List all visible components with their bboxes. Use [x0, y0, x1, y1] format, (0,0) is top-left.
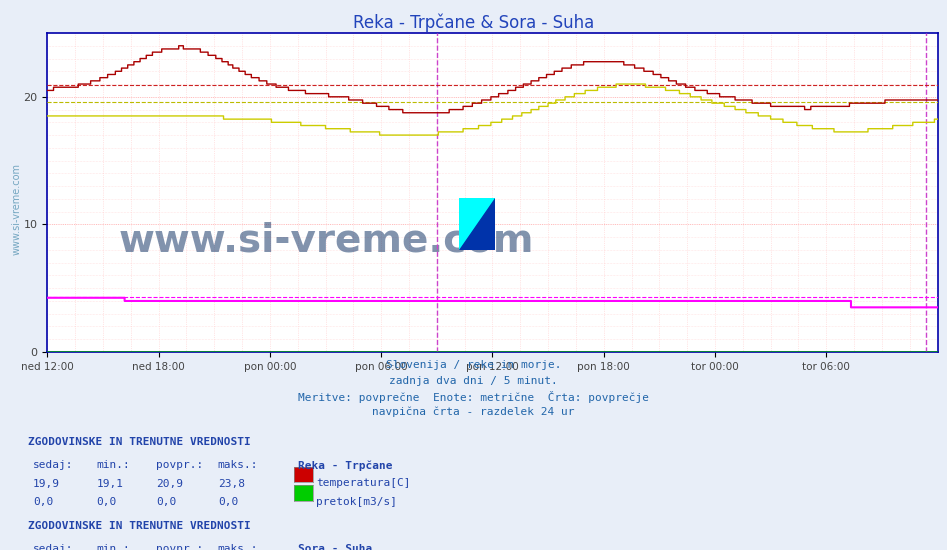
- Text: 0,0: 0,0: [33, 497, 53, 507]
- Text: Meritve: povprečne  Enote: metrične  Črta: povprečje: Meritve: povprečne Enote: metrične Črta:…: [298, 391, 649, 403]
- Text: maks.:: maks.:: [218, 544, 259, 550]
- Text: min.:: min.:: [97, 544, 131, 550]
- Text: povpr.:: povpr.:: [156, 460, 204, 470]
- Text: maks.:: maks.:: [218, 460, 259, 470]
- Text: sedaj:: sedaj:: [33, 460, 74, 470]
- Text: ZGODOVINSKE IN TRENUTNE VREDNOSTI: ZGODOVINSKE IN TRENUTNE VREDNOSTI: [28, 437, 251, 447]
- Polygon shape: [459, 198, 495, 250]
- Text: zadnja dva dni / 5 minut.: zadnja dva dni / 5 minut.: [389, 376, 558, 386]
- Text: temperatura[C]: temperatura[C]: [316, 478, 411, 488]
- Text: 19,1: 19,1: [97, 478, 124, 488]
- Text: 19,9: 19,9: [33, 478, 61, 488]
- Polygon shape: [459, 198, 495, 250]
- Text: pretok[m3/s]: pretok[m3/s]: [316, 497, 398, 507]
- Text: 23,8: 23,8: [218, 478, 245, 488]
- Text: www.si-vreme.com: www.si-vreme.com: [11, 163, 22, 255]
- Text: 0,0: 0,0: [97, 497, 116, 507]
- Text: Slovenija / reke in morje.: Slovenija / reke in morje.: [385, 360, 562, 370]
- Text: www.si-vreme.com: www.si-vreme.com: [118, 221, 534, 260]
- Text: povpr.:: povpr.:: [156, 544, 204, 550]
- Text: 20,9: 20,9: [156, 478, 184, 488]
- Text: Reka - Trpčane & Sora - Suha: Reka - Trpčane & Sora - Suha: [353, 14, 594, 32]
- Text: sedaj:: sedaj:: [33, 544, 74, 550]
- Text: Sora - Suha: Sora - Suha: [298, 544, 372, 550]
- Text: 0,0: 0,0: [156, 497, 176, 507]
- Text: Reka - Trpčane: Reka - Trpčane: [298, 460, 393, 471]
- Text: ZGODOVINSKE IN TRENUTNE VREDNOSTI: ZGODOVINSKE IN TRENUTNE VREDNOSTI: [28, 521, 251, 531]
- Text: min.:: min.:: [97, 460, 131, 470]
- Text: 0,0: 0,0: [218, 497, 238, 507]
- Text: navpična črta - razdelek 24 ur: navpična črta - razdelek 24 ur: [372, 406, 575, 417]
